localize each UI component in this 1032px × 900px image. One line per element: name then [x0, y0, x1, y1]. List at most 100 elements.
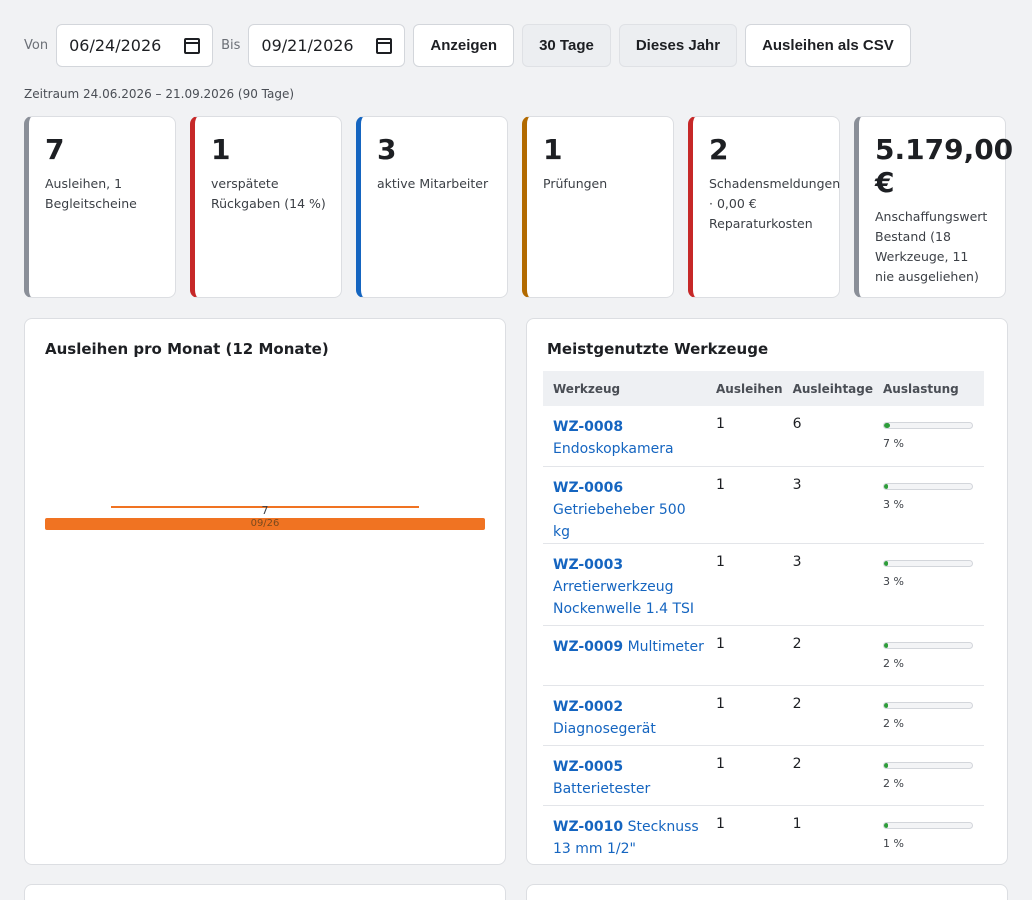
- bar: [45, 518, 485, 530]
- tool-name: Getriebeheber 500 kg: [553, 501, 686, 540]
- to-date-value: 09/21/2026: [261, 36, 354, 55]
- utilization-label: 3 %: [883, 574, 904, 588]
- last-30-days-button[interactable]: 30 Tage: [522, 24, 611, 67]
- tool-id: WZ-0008: [553, 419, 624, 435]
- column-header: Ausleihen: [706, 371, 783, 406]
- to-label: Bis: [221, 38, 241, 53]
- kpi-value: 3: [377, 133, 397, 166]
- utilization-label: 2 %: [883, 776, 904, 790]
- kpi-description: Anschaffungswert Bestand (18 Werkzeuge, …: [875, 209, 988, 284]
- tool-id: WZ-0005: [553, 758, 624, 775]
- tool-name: Endoskopkamera: [553, 441, 674, 457]
- range-note: Zeitraum 24.06.2026 – 21.09.2026 (90 Tag…: [24, 87, 295, 101]
- calendar-icon[interactable]: [184, 37, 201, 54]
- table-title: Meistgenutzte Werkzeuge: [547, 340, 769, 358]
- kpi-card-active-employees: 3 aktive Mitarbeiter: [356, 116, 508, 298]
- table-row: WZ-0006 Getriebeheber 500 kg 1 3 3 %: [543, 466, 984, 544]
- loan-days-cell: 1: [792, 815, 802, 832]
- kpi-description: Schadensmeldungen · 0,00 € Reparaturkost…: [709, 176, 841, 231]
- tool-id: WZ-0002: [553, 698, 624, 715]
- show-button[interactable]: Anzeigen: [413, 24, 515, 67]
- table-row: WZ-0010 Stecknuss 13 mm 1/2" 1 1 1 %: [543, 805, 984, 865]
- kpi-card-inventory-value: 5.179,00 € Anschaffungswert Bestand (18 …: [854, 116, 1014, 298]
- from-date-value: 06/24/2026: [69, 36, 162, 55]
- kpi-card-damage-reports: 2 Schadensmeldungen · 0,00 € Reparaturko…: [688, 116, 840, 298]
- tool-id: WZ-0009: [553, 638, 624, 655]
- utilization-fill: [884, 762, 888, 768]
- from-date-input[interactable]: 06/24/2026: [56, 24, 214, 67]
- kpi-row: 7 Ausleihen, 1 Begleitscheine 1 verspäte…: [24, 116, 1014, 298]
- tool-id: WZ-0010: [553, 818, 624, 835]
- utilization-label: 3 %: [883, 497, 904, 511]
- kpi-card-inspections: 1 Prüfungen: [522, 116, 674, 298]
- tool-link[interactable]: WZ-0002 Diagnosegerät: [553, 696, 706, 740]
- tool-link[interactable]: WZ-0008 Endoskopkamera: [553, 416, 706, 460]
- top-tools-table: Werkzeug Ausleihen Ausleihtage Auslastun…: [543, 371, 984, 865]
- tool-link[interactable]: WZ-0006 Getriebeheber 500 kg: [553, 477, 706, 543]
- calendar-icon[interactable]: [376, 37, 393, 54]
- loans-cell: 1: [706, 685, 783, 746]
- loans-cell: 1: [706, 625, 783, 686]
- utilization-fill: [884, 702, 888, 708]
- utilization-bar: [883, 482, 974, 490]
- this-year-button[interactable]: Dieses Jahr: [618, 24, 738, 67]
- loans-cell: 1: [706, 406, 783, 467]
- table-row: WZ-0005 Batterietester 1 2 2 %: [543, 745, 984, 806]
- column-header: Werkzeug: [543, 371, 706, 406]
- tool-name: Arretierwerkzeug Nockenwelle 1.4 TSI: [553, 578, 695, 617]
- kpi-card-late-returns: 1 verspätete Rückgaben (14 %): [190, 116, 342, 298]
- kpi-value: 7: [45, 133, 65, 166]
- utilization-label: 7 %: [883, 437, 904, 450]
- kpi-description: Ausleihen, 1 Begleitscheine: [45, 176, 137, 211]
- bar-data-label: 7: [262, 504, 269, 517]
- utilization-fill: [884, 560, 888, 566]
- tool-name: Multimeter: [627, 638, 704, 655]
- utilization-bar: [883, 559, 974, 567]
- utilization-label: 1 %: [883, 836, 904, 850]
- kpi-description: Prüfungen: [543, 176, 608, 191]
- tool-link[interactable]: WZ-0010 Stecknuss 13 mm 1/2": [553, 816, 706, 860]
- kpi-description: aktive Mitarbeiter: [377, 176, 489, 191]
- filter-toolbar: Von 06/24/2026 Bis 09/21/2026 Anzeigen 3…: [24, 24, 911, 67]
- loans-per-month-card: Ausleihen pro Monat (12 Monate) 7 09/26: [24, 318, 506, 865]
- tool-link[interactable]: WZ-0009 Multimeter: [553, 636, 706, 658]
- loan-days-cell: 2: [782, 745, 874, 806]
- utilization-fill: [884, 423, 891, 428]
- from-label: Von: [24, 38, 49, 53]
- loan-days-cell: 3: [782, 543, 874, 626]
- utilization-label: 2 %: [883, 656, 904, 670]
- table-row: WZ-0002 Diagnosegerät 1 2 2 %: [543, 685, 984, 746]
- top-tools-card: Meistgenutzte Werkzeuge Werkzeug Ausleih…: [526, 318, 1008, 865]
- table-header-row: Werkzeug Ausleihen Ausleihtage Auslastun…: [543, 371, 984, 406]
- to-date-input[interactable]: 09/21/2026: [248, 24, 406, 67]
- utilization-fill: [884, 483, 888, 489]
- loans-cell: 1: [706, 745, 783, 806]
- loan-days-cell: 2: [782, 625, 874, 686]
- tool-link[interactable]: WZ-0005 Batterietester: [553, 756, 706, 800]
- tool-name: Batterietester: [553, 780, 651, 797]
- export-csv-button[interactable]: Ausleihen als CSV: [745, 24, 911, 67]
- kpi-value: 1: [543, 133, 563, 166]
- utilization-bar: [883, 701, 974, 709]
- table-row: WZ-0008 Endoskopkamera 1 6 7 %: [543, 406, 984, 467]
- utilization-bar: [883, 761, 974, 769]
- utilization-fill: [884, 642, 888, 648]
- utilization-fill: [884, 822, 888, 828]
- loans-cell: 1: [706, 466, 783, 544]
- loan-days-cell: 2: [782, 685, 874, 746]
- kpi-value: 2: [709, 133, 729, 166]
- utilization-bar: [883, 641, 974, 649]
- tool-name: Diagnosegerät: [553, 720, 656, 737]
- kpi-value: 5.179,00 €: [875, 133, 1014, 199]
- utilization-bar: [883, 821, 974, 829]
- tool-id: WZ-0006: [553, 479, 624, 496]
- kpi-card-loans: 7 Ausleihen, 1 Begleitscheine: [24, 116, 176, 298]
- table-body: WZ-0008 Endoskopkamera 1 6 7 % WZ-0006 Getri…: [543, 406, 984, 865]
- tool-link[interactable]: WZ-0003 Arretierwerkzeug Nockenwelle 1.4…: [553, 554, 706, 620]
- column-header: Ausleihtage: [782, 371, 874, 406]
- utilization-label: 2 %: [883, 716, 904, 730]
- tool-id: WZ-0003: [553, 556, 624, 573]
- loan-days-cell: 3: [782, 466, 874, 544]
- loan-days-cell: 6: [782, 406, 874, 467]
- lower-card-left: [24, 884, 506, 900]
